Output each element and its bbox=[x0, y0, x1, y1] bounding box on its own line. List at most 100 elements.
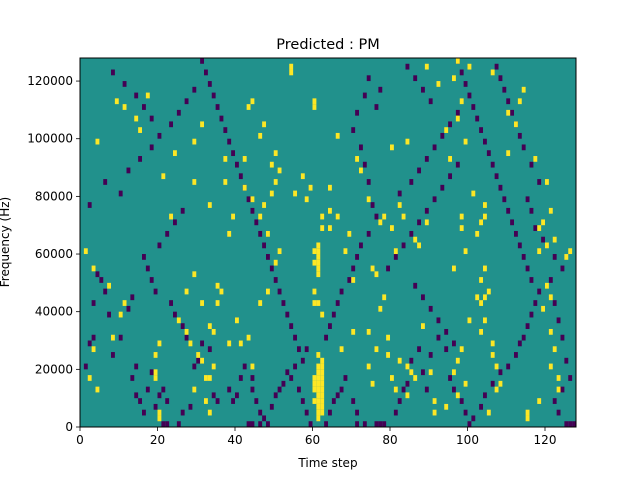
heatmap-cell-high bbox=[475, 294, 480, 301]
heatmap-cell-low bbox=[281, 380, 286, 387]
heatmap-cell-high bbox=[444, 127, 449, 133]
heatmap-cell-high bbox=[378, 219, 383, 226]
heatmap-cell-low bbox=[126, 167, 131, 174]
heatmap-cell-high bbox=[552, 346, 557, 353]
heatmap-cell-low bbox=[142, 104, 146, 110]
heatmap-cell-high bbox=[452, 75, 456, 82]
heatmap-cell-high bbox=[207, 323, 212, 329]
heatmap-cell-low bbox=[339, 386, 344, 393]
heatmap-cell-high bbox=[231, 213, 236, 220]
heatmap-cell-high bbox=[242, 156, 247, 162]
heatmap-cell-low bbox=[378, 86, 383, 93]
heatmap-cell-high bbox=[498, 380, 503, 387]
heatmap-cell-high bbox=[397, 202, 402, 208]
heatmap-cell-high bbox=[87, 375, 92, 381]
heatmap-cell-low bbox=[417, 219, 422, 226]
heatmap-cell-low bbox=[339, 288, 344, 295]
heatmap-cell-high bbox=[316, 369, 321, 376]
heatmap-cell-low bbox=[285, 311, 290, 318]
heatmap-cell-high bbox=[207, 202, 212, 208]
heatmap-cell-low bbox=[165, 230, 170, 237]
heatmap-cell-high bbox=[432, 398, 437, 404]
x-tick-label: 60 bbox=[305, 433, 320, 447]
heatmap-cell-low bbox=[134, 392, 139, 399]
heatmap-cell-low bbox=[463, 81, 468, 87]
heatmap-cell-low bbox=[525, 196, 530, 203]
heatmap-cell-low bbox=[556, 317, 561, 324]
heatmap-cell-high bbox=[242, 184, 247, 191]
heatmap-cell-low bbox=[359, 242, 363, 249]
heatmap-cell-low bbox=[87, 340, 92, 347]
heatmap-cell-low bbox=[564, 357, 569, 364]
heatmap-cell-high bbox=[320, 380, 325, 387]
heatmap-cell-low bbox=[235, 392, 239, 399]
heatmap-cell-high bbox=[382, 213, 387, 220]
heatmap-cell-low bbox=[223, 127, 228, 133]
heatmap-cell-low bbox=[424, 156, 429, 162]
heatmap-cell-low bbox=[192, 363, 197, 370]
heatmap-cell-low bbox=[455, 161, 460, 168]
heatmap-cell-low bbox=[498, 369, 503, 376]
x-tick-label: 80 bbox=[382, 433, 397, 447]
heatmap-cell-low bbox=[362, 161, 367, 168]
heatmap-cell-high bbox=[312, 98, 317, 105]
heatmap-cell-low bbox=[304, 409, 309, 416]
heatmap-cell-high bbox=[556, 386, 561, 393]
heatmap-cell-low bbox=[432, 196, 437, 203]
heatmap-cell-high bbox=[91, 346, 96, 353]
heatmap-cell-high bbox=[486, 409, 491, 416]
heatmap-cell-high bbox=[169, 213, 174, 220]
heatmap-cell-high bbox=[192, 271, 197, 278]
heatmap-cell-low bbox=[231, 150, 236, 157]
heatmap-cell-high bbox=[463, 380, 468, 387]
heatmap-cell-low bbox=[328, 323, 332, 329]
heatmap-cell-high bbox=[316, 265, 321, 272]
heatmap-cell-high bbox=[359, 167, 363, 174]
heatmap-cell-low bbox=[459, 398, 464, 404]
heatmap-cell-high bbox=[215, 282, 220, 289]
heatmap-cell-high bbox=[548, 328, 553, 335]
heatmap-cell-low bbox=[242, 363, 247, 370]
heatmap-cell-low bbox=[529, 277, 534, 283]
heatmap-cell-high bbox=[413, 375, 418, 381]
heatmap-cell-high bbox=[455, 115, 460, 122]
heatmap-cell-high bbox=[514, 121, 518, 128]
heatmap-cell-low bbox=[471, 415, 476, 422]
heatmap-cell-high bbox=[467, 63, 472, 70]
heatmap-cell-low bbox=[393, 409, 398, 416]
heatmap-cell-high bbox=[541, 219, 546, 226]
heatmap-cell-low bbox=[529, 207, 534, 214]
heatmap-cell-high bbox=[316, 271, 321, 278]
heatmap-cell-low bbox=[149, 369, 154, 376]
heatmap-cell-high bbox=[95, 386, 100, 393]
heatmap-cell-high bbox=[157, 409, 162, 416]
heatmap-cell-low bbox=[165, 421, 170, 427]
heatmap-cell-low bbox=[572, 421, 577, 427]
heatmap-cell-high bbox=[312, 398, 317, 404]
heatmap-cell-high bbox=[413, 236, 418, 243]
heatmap-cell-low bbox=[262, 242, 267, 249]
heatmap-cell-low bbox=[436, 334, 441, 341]
heatmap-cell-high bbox=[316, 409, 321, 416]
heatmap-cell-high bbox=[355, 156, 360, 162]
heatmap-cell-low bbox=[343, 375, 348, 381]
heatmap-cell-low bbox=[409, 230, 414, 237]
heatmap-cell-high bbox=[238, 340, 243, 347]
heatmap-cell-low bbox=[452, 386, 456, 393]
heatmap-cell-low bbox=[331, 398, 336, 404]
heatmap-cell-high bbox=[401, 213, 406, 220]
heatmap-cell-low bbox=[180, 323, 185, 329]
heatmap-cell-high bbox=[328, 207, 332, 214]
heatmap-cell-low bbox=[514, 230, 518, 237]
heatmap-cell-low bbox=[502, 196, 507, 203]
heatmap-cell-high bbox=[211, 328, 216, 335]
heatmap-cell-low bbox=[258, 230, 263, 237]
heatmap-cell-high bbox=[316, 248, 321, 255]
heatmap-cell-low bbox=[351, 127, 356, 133]
heatmap-cell-low bbox=[254, 219, 259, 226]
heatmap-cell-low bbox=[529, 161, 534, 168]
heatmap-cell-high bbox=[145, 92, 150, 99]
heatmap-cell-low bbox=[498, 184, 503, 191]
heatmap-cell-high bbox=[397, 357, 402, 364]
